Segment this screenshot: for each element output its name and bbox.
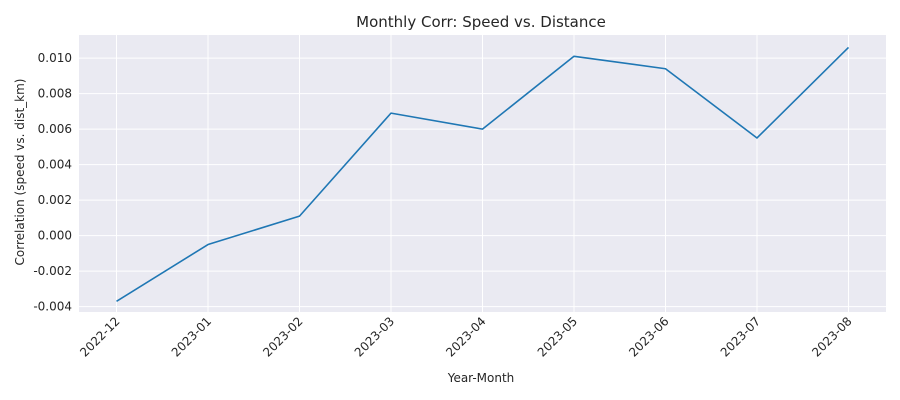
x-tick-labels: 2022-12 2023-01 2023-02 2023-03 2023-04 2023-… bbox=[77, 314, 854, 359]
y-tick-label: -0.002 bbox=[33, 264, 72, 278]
y-tick-label: -0.004 bbox=[33, 300, 72, 314]
x-gridlines bbox=[116, 35, 849, 312]
x-tick-label: 2023-01 bbox=[169, 314, 214, 359]
x-tick-label: 2023-08 bbox=[809, 314, 854, 359]
x-tick-label: 2023-04 bbox=[443, 314, 488, 359]
x-tick-label: 2023-02 bbox=[260, 314, 305, 359]
y-tick-label: 0.002 bbox=[38, 193, 72, 207]
x-tick-label: 2023-07 bbox=[718, 314, 763, 359]
series-layer bbox=[116, 46, 850, 303]
x-axis-label: Year-Month bbox=[447, 371, 515, 385]
x-tick-label: 2023-06 bbox=[626, 314, 671, 359]
x-tick-label: 2023-05 bbox=[535, 314, 580, 359]
x-tick-label: 2022-12 bbox=[77, 314, 122, 359]
x-tick-label: 2023-03 bbox=[352, 314, 397, 359]
y-tick-label: 0.000 bbox=[38, 229, 72, 243]
y-tick-label: 0.010 bbox=[38, 51, 72, 65]
series-line bbox=[116, 46, 850, 303]
chart-title: Monthly Corr: Speed vs. Distance bbox=[356, 13, 606, 31]
y-tick-label: 0.006 bbox=[38, 122, 72, 136]
y-tick-labels: -0.004 -0.002 0.000 0.002 0.004 0.006 0.008 0.0… bbox=[33, 51, 72, 314]
y-tick-label: 0.008 bbox=[38, 87, 72, 101]
y-axis-label: Correlation (speed vs. dist_km) bbox=[13, 79, 27, 266]
y-tick-label: 0.004 bbox=[38, 158, 72, 172]
